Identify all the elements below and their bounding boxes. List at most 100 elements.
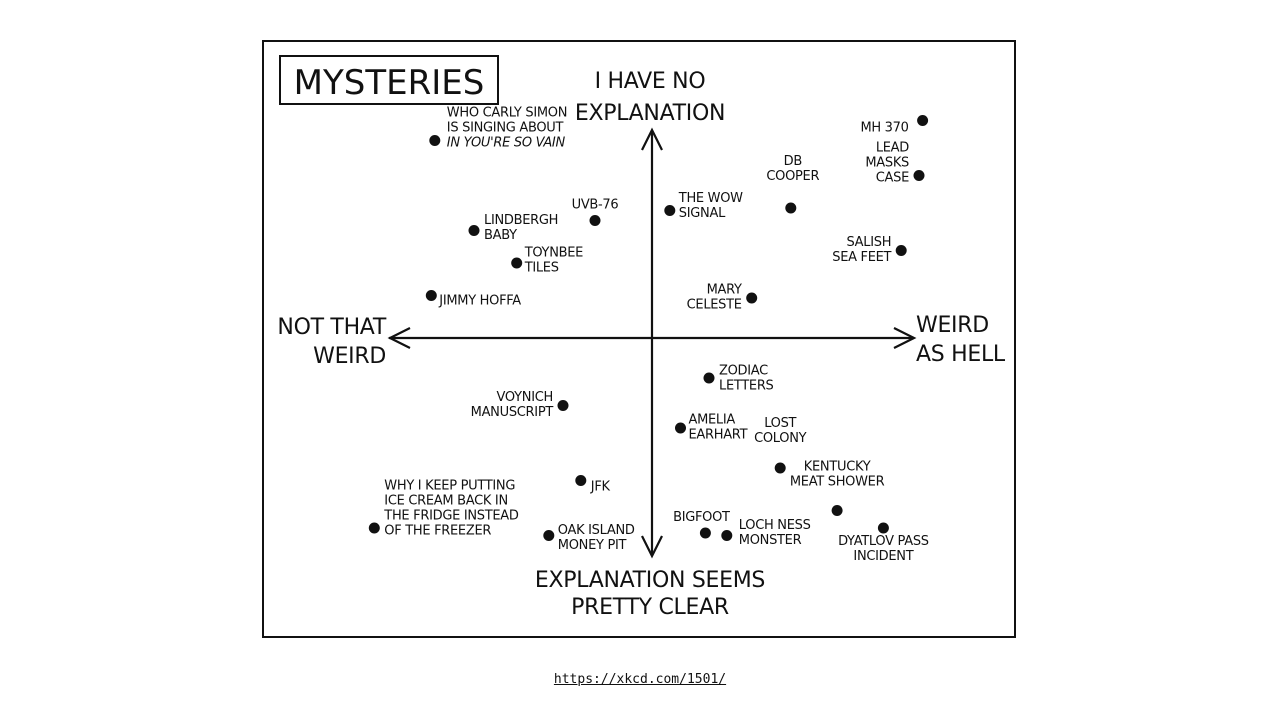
mystery-jimmy-hoffa: JIMMY HOFFA bbox=[425, 290, 522, 309]
mystery-label: CELESTE bbox=[687, 298, 742, 313]
mystery-label: TOYNBEE bbox=[524, 246, 583, 261]
mystery-dot bbox=[664, 205, 676, 216]
mystery-label: THE FRIDGE INSTEAD bbox=[383, 509, 519, 524]
axis-labels: I HAVE NO EXPLANATION EXPLANATION SEEMS … bbox=[277, 69, 1006, 620]
mystery-label: LEAD bbox=[876, 141, 909, 156]
mystery-label: OF THE FREEZER bbox=[384, 524, 491, 539]
mystery-dot bbox=[917, 115, 929, 126]
mystery-label: IN YOU'RE SO VAIN bbox=[447, 136, 566, 151]
source-link-container: https://xkcd.com/1501/ bbox=[0, 672, 1280, 687]
mystery-label: AMELIA bbox=[689, 413, 736, 428]
axis-label-top-line-1: I HAVE NO bbox=[595, 69, 706, 94]
mystery-label: UVB-76 bbox=[572, 198, 619, 213]
mystery-label: JIMMY HOFFA bbox=[438, 294, 521, 309]
mystery-label: BIGFOOT bbox=[673, 510, 730, 525]
mystery-label: INCIDENT bbox=[853, 549, 913, 564]
mystery-dot bbox=[746, 292, 758, 304]
mystery-dot bbox=[913, 170, 925, 181]
mystery-uvb76: UVB-76 bbox=[572, 198, 619, 226]
mystery-dot bbox=[774, 462, 786, 474]
comic-panel: MYSTERIES I HAVE NO EXPLANATION EXPLANAT… bbox=[262, 40, 1016, 638]
mystery-label: MONSTER bbox=[739, 533, 802, 548]
axis-label-top-line-2: EXPLANATION bbox=[575, 101, 725, 126]
mystery-dot bbox=[877, 522, 889, 534]
mystery-label: TILES bbox=[524, 261, 559, 276]
mystery-label: KENTUCKY bbox=[804, 460, 871, 475]
chart-title: MYSTERIES bbox=[294, 63, 485, 103]
axis-label-bottom-line-1: EXPLANATION SEEMS bbox=[535, 568, 765, 593]
mystery-dot bbox=[575, 475, 587, 486]
mystery-label: EARHART bbox=[689, 428, 748, 443]
mystery-label: LINDBERGH bbox=[484, 213, 558, 228]
mystery-dot bbox=[425, 290, 437, 301]
mystery-label: WHY I KEEP PUTTING bbox=[384, 479, 515, 494]
mystery-label: LOST bbox=[764, 416, 796, 431]
arrow-down-icon bbox=[641, 535, 663, 559]
mystery-label: OAK ISLAND bbox=[558, 523, 635, 538]
mystery-dot bbox=[511, 257, 523, 269]
mystery-label: LETTERS bbox=[719, 379, 774, 394]
mystery-dot bbox=[831, 505, 843, 516]
mystery-dot bbox=[895, 245, 907, 256]
mystery-mh370: MH 370 bbox=[860, 115, 929, 136]
axes bbox=[387, 127, 917, 559]
mystery-label: DB bbox=[784, 154, 802, 169]
arrow-left-icon bbox=[387, 327, 411, 349]
arrow-up-icon bbox=[641, 127, 663, 151]
mystery-label: SEA FEET bbox=[832, 250, 891, 265]
mystery-label: COLONY bbox=[754, 431, 807, 446]
source-link[interactable]: https://xkcd.com/1501/ bbox=[553, 672, 727, 687]
mystery-label: WHO CARLY SIMON bbox=[447, 106, 567, 121]
title-box: MYSTERIES bbox=[279, 55, 499, 105]
axis-label-right-line-1: WEIRD bbox=[916, 313, 989, 338]
mystery-label: IS SINGING ABOUT bbox=[447, 121, 564, 136]
mystery-dot bbox=[785, 202, 797, 214]
mystery-dot bbox=[699, 527, 711, 539]
mystery-label: MASKS bbox=[865, 156, 909, 171]
mystery-bigfoot: BIGFOOT bbox=[673, 510, 730, 539]
mystery-label: VOYNICH bbox=[497, 390, 553, 405]
mystery-label: MARY bbox=[707, 283, 742, 298]
axis-label-bottom-line-2: PRETTY CLEAR bbox=[571, 595, 729, 620]
mystery-dot bbox=[368, 522, 380, 534]
mystery-dot bbox=[589, 215, 601, 226]
mystery-label: JFK bbox=[590, 480, 611, 495]
mystery-dot bbox=[675, 422, 686, 434]
axis-label-right-line-2: AS HELL bbox=[916, 342, 1006, 367]
mystery-jfk: JFK bbox=[575, 475, 611, 495]
mystery-label: THE WOW bbox=[678, 191, 743, 206]
mystery-quadrant-chart: MYSTERIES I HAVE NO EXPLANATION EXPLANAT… bbox=[277, 55, 1006, 620]
mystery-dot bbox=[468, 225, 480, 236]
mystery-label: MH 370 bbox=[860, 121, 908, 136]
arrow-right-icon bbox=[893, 327, 917, 349]
axis-label-left-line-2: WEIRD bbox=[313, 344, 386, 369]
mystery-dot bbox=[557, 400, 569, 411]
mystery-label: CASE bbox=[876, 171, 909, 186]
mystery-label: LOCH NESS bbox=[739, 518, 811, 533]
mystery-label: SALISH bbox=[846, 235, 891, 250]
mystery-label: MEAT SHOWER bbox=[790, 475, 885, 490]
mystery-label: COOPER bbox=[766, 169, 819, 184]
axis-label-left-line-1: NOT THAT bbox=[277, 315, 386, 340]
mystery-dot bbox=[543, 530, 555, 541]
mystery-label: ZODIAC bbox=[719, 364, 768, 379]
mystery-dot bbox=[721, 530, 733, 541]
mystery-dot bbox=[703, 372, 715, 384]
mystery-label: SIGNAL bbox=[679, 206, 726, 221]
